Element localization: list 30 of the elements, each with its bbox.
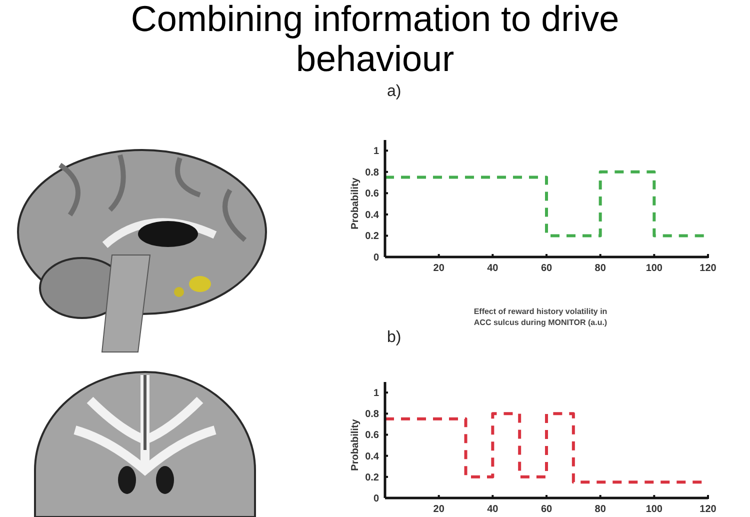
x-tick-label: 40 [487, 504, 499, 515]
chart-title: a) [387, 83, 402, 100]
y-tick-label: 0.4 [365, 210, 380, 221]
y-axis-title: Probability [350, 177, 361, 230]
x-tick-label: 60 [540, 504, 552, 515]
y-tick-label: 1 [373, 146, 380, 158]
y-tick-label: 0 [373, 494, 380, 504]
text: Combining information to drive behaviour [130, 0, 620, 79]
y-tick-label: 0.8 [365, 167, 380, 178]
y-tick-label: 1 [373, 388, 380, 400]
y-tick-label: 0.8 [365, 409, 380, 420]
x-tick-label: 120 [700, 263, 717, 274]
y-tick-label: 0.6 [365, 430, 380, 442]
x-tick-label: 120 [700, 504, 717, 515]
x-tick-label: 40 [487, 263, 499, 274]
x-tick-label: 80 [594, 263, 606, 274]
x-tick-label: 20 [433, 504, 445, 515]
x-tick-label: 80 [594, 504, 606, 515]
x-tick-label: 20 [433, 263, 445, 274]
x-tick-label: 100 [646, 504, 663, 515]
chart-title: b) [387, 329, 402, 346]
y-tick-label: 0.6 [365, 188, 380, 200]
y-tick-label: 0.2 [365, 472, 380, 484]
y-axis-title: Probability [350, 418, 361, 471]
x-axis-title: Effect of reward history volatility in ACC sulcus during MONITOR (a.u.) [474, 307, 608, 327]
y-tick-label: 0.4 [365, 451, 380, 462]
x-tick-label: 60 [540, 263, 552, 274]
y-tick-label: 0 [373, 252, 380, 264]
y-tick-label: 0.2 [365, 231, 380, 242]
x-tick-label: 100 [646, 263, 663, 274]
